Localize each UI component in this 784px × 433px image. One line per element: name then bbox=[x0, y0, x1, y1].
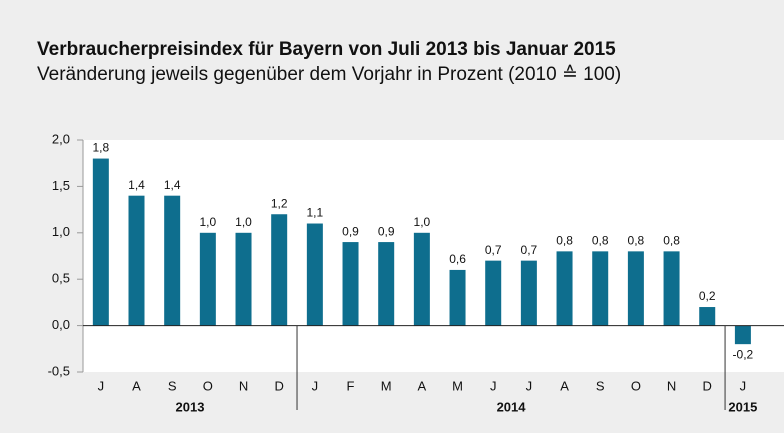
x-tick-label: N bbox=[239, 378, 248, 393]
x-tick-label: D bbox=[703, 378, 712, 393]
bar bbox=[128, 195, 145, 326]
bar bbox=[556, 251, 573, 326]
chart-subtitle: Veränderung jeweils gegenüber dem Vorjah… bbox=[37, 64, 621, 85]
bar bbox=[734, 325, 751, 345]
y-tick-label: 0,5 bbox=[52, 271, 70, 286]
bar bbox=[199, 232, 216, 326]
y-tick-label: 1,0 bbox=[52, 224, 70, 239]
bar bbox=[235, 232, 252, 326]
bar bbox=[271, 214, 288, 326]
y-tick-label: -0,5 bbox=[48, 363, 70, 378]
bar bbox=[378, 242, 395, 326]
value-label: 0,6 bbox=[449, 252, 466, 266]
value-label: 1,2 bbox=[271, 196, 288, 210]
value-label: 1,0 bbox=[414, 215, 431, 229]
value-label: 0,8 bbox=[628, 234, 645, 248]
bar bbox=[449, 269, 466, 326]
value-label: 1,8 bbox=[92, 141, 109, 155]
x-tick-label: S bbox=[596, 378, 605, 393]
x-tick-label: A bbox=[418, 378, 427, 393]
bar bbox=[485, 260, 502, 326]
bar bbox=[413, 232, 430, 326]
value-label: 0,8 bbox=[556, 234, 573, 248]
value-label: 0,8 bbox=[663, 234, 680, 248]
value-label: 0,8 bbox=[592, 234, 609, 248]
bar bbox=[663, 251, 680, 326]
x-tick-label: J bbox=[490, 378, 497, 393]
value-label: 1,4 bbox=[164, 178, 181, 192]
bar bbox=[627, 251, 644, 326]
x-tick-label: M bbox=[452, 378, 463, 393]
x-tick-label: F bbox=[347, 378, 355, 393]
bar bbox=[306, 223, 323, 326]
x-tick-label: O bbox=[203, 378, 213, 393]
value-label: 0,9 bbox=[378, 224, 395, 238]
x-tick-label: J bbox=[740, 378, 747, 393]
value-label: 0,2 bbox=[699, 289, 716, 303]
x-tick-label: J bbox=[312, 378, 319, 393]
value-label: 1,4 bbox=[128, 178, 145, 192]
x-tick-label: S bbox=[168, 378, 177, 393]
x-tick-label: M bbox=[381, 378, 392, 393]
bar bbox=[592, 251, 609, 326]
x-tick-label: A bbox=[132, 378, 141, 393]
bar bbox=[342, 242, 359, 326]
value-label: 0,7 bbox=[521, 243, 538, 257]
chart-title: Verbraucherpreisindex für Bayern von Jul… bbox=[37, 39, 616, 60]
year-label: 2014 bbox=[497, 399, 527, 414]
x-tick-label: J bbox=[98, 378, 105, 393]
x-tick-label: J bbox=[526, 378, 533, 393]
y-tick-label: 1,5 bbox=[52, 178, 70, 193]
bar bbox=[699, 307, 716, 326]
year-label: 2015 bbox=[728, 399, 757, 414]
value-label: 1,0 bbox=[200, 215, 217, 229]
value-label: -0,2 bbox=[733, 347, 754, 361]
bar bbox=[164, 195, 181, 326]
x-tick-label: O bbox=[631, 378, 641, 393]
x-tick-label: D bbox=[274, 378, 283, 393]
value-label: 0,9 bbox=[342, 224, 359, 238]
bar bbox=[92, 158, 109, 326]
value-label: 1,1 bbox=[307, 206, 324, 220]
year-label: 2013 bbox=[176, 399, 205, 414]
bar bbox=[520, 260, 537, 326]
value-label: 1,0 bbox=[235, 215, 252, 229]
x-tick-label: A bbox=[560, 378, 569, 393]
y-tick-label: 0,0 bbox=[52, 317, 70, 332]
value-label: 0,7 bbox=[485, 243, 502, 257]
y-tick-label: 2,0 bbox=[52, 131, 70, 146]
x-tick-label: N bbox=[667, 378, 676, 393]
